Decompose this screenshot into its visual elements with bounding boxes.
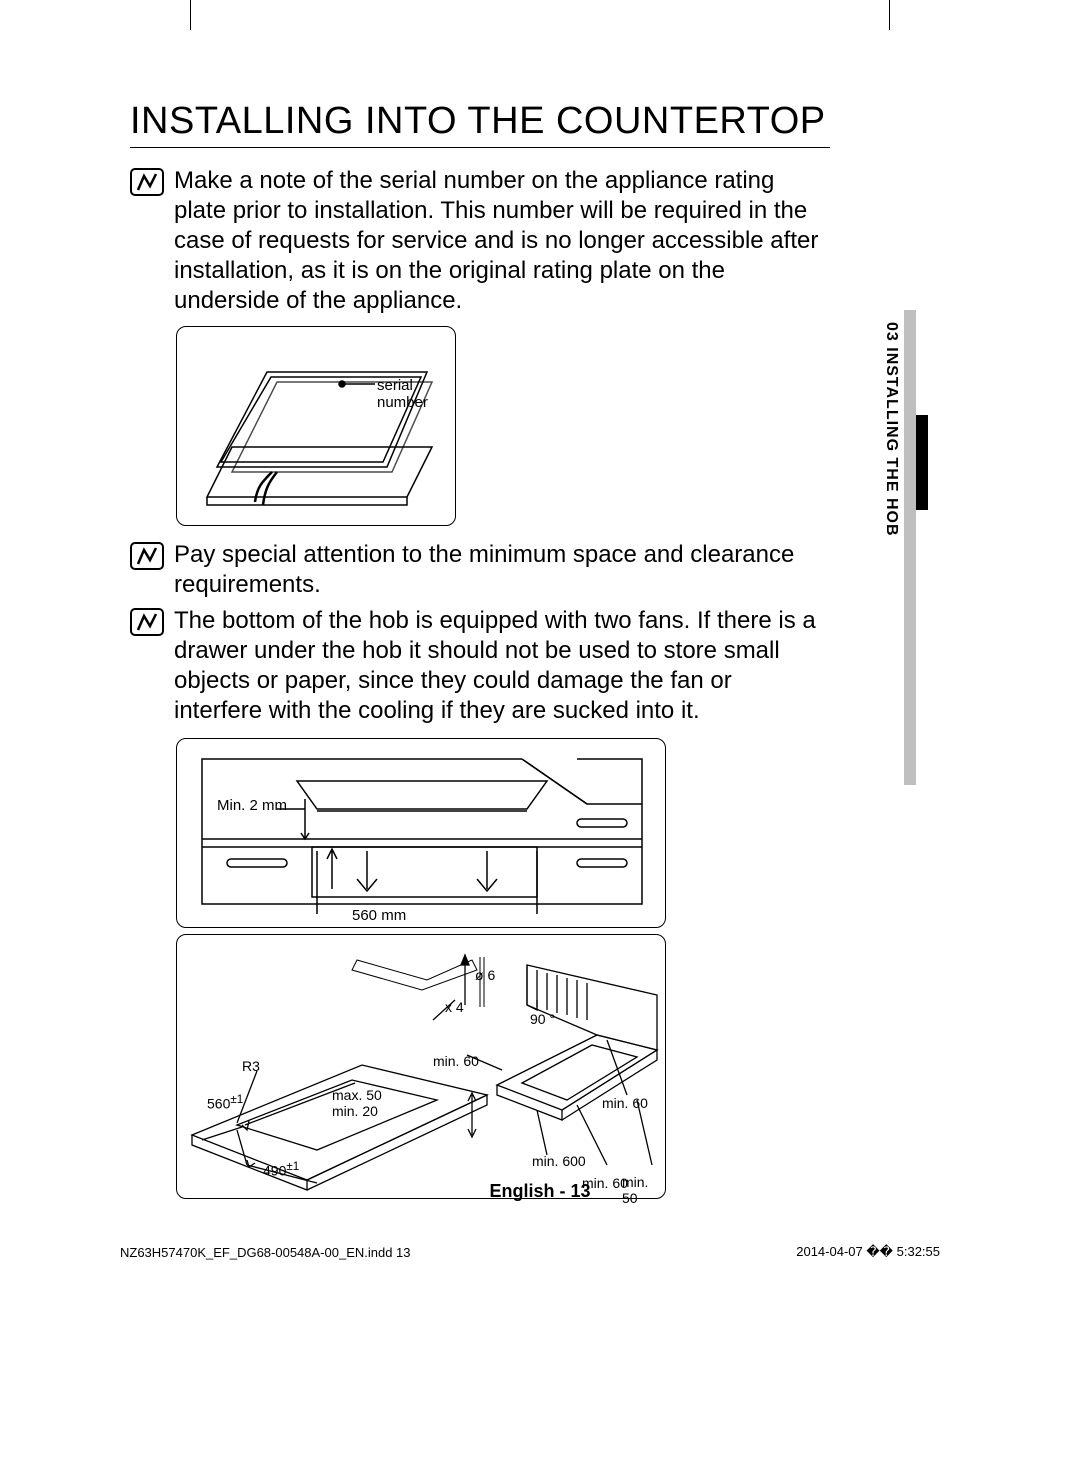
note-block: Make a note of the serial number on the … (130, 166, 820, 316)
side-section-label: 03 INSTALLING THE HOB (882, 322, 900, 537)
note-icon (130, 168, 166, 198)
figure-cutout-dimensions: ø 6 x 4 90 ° R3 560±1 490±1 max. 50 min.… (176, 934, 666, 1199)
serial-number-label: serial number (377, 377, 455, 411)
dim-min-600: min. 600 (532, 1153, 586, 1169)
note-text: The bottom of the hob is equipped with t… (174, 606, 820, 726)
note-icon (130, 542, 166, 572)
note-text: Pay special attention to the minimum spa… (174, 540, 820, 600)
dim-dia-6: ø 6 (475, 967, 495, 983)
note-block: The bottom of the hob is equipped with t… (130, 606, 820, 726)
side-tab-black (916, 415, 928, 510)
crop-mark (889, 0, 890, 30)
note-icon (130, 608, 166, 638)
dim-min-60: min. 60 (433, 1053, 479, 1069)
crop-mark (190, 0, 191, 30)
side-tab (898, 310, 928, 785)
dim-max-50: max. 50 (332, 1087, 382, 1103)
page-number: English - 13 (0, 1181, 1080, 1202)
side-tab-gray (904, 310, 916, 785)
footer-timestamp: 2014-04-07 �� 5:32:55 (796, 1244, 940, 1260)
dim-r3: R3 (242, 1058, 260, 1074)
page: INSTALLING INTO THE COUNTERTOP Make a no… (0, 0, 1080, 1472)
dim-560: 560±1 (207, 1093, 243, 1112)
dim-min-2mm: Min. 2 mm (217, 797, 287, 814)
dim-490: 490±1 (263, 1160, 299, 1179)
dim-x4: x 4 (445, 999, 464, 1015)
dim-min-20: min. 20 (332, 1103, 378, 1119)
dim-min-60: min. 60 (602, 1095, 648, 1111)
note-text: Make a note of the serial number on the … (174, 166, 820, 316)
figure-front-clearance: Min. 2 mm 560 mm (176, 738, 666, 928)
dim-560mm: 560 mm (352, 907, 406, 924)
footer-filename: NZ63H57470K_EF_DG68-00548A-00_EN.indd 13 (120, 1245, 411, 1260)
dim-90: 90 ° (530, 1011, 555, 1027)
note-block: Pay special attention to the minimum spa… (130, 540, 820, 600)
page-title: INSTALLING INTO THE COUNTERTOP (130, 100, 830, 148)
figure-serial-number: serial number (176, 326, 456, 526)
